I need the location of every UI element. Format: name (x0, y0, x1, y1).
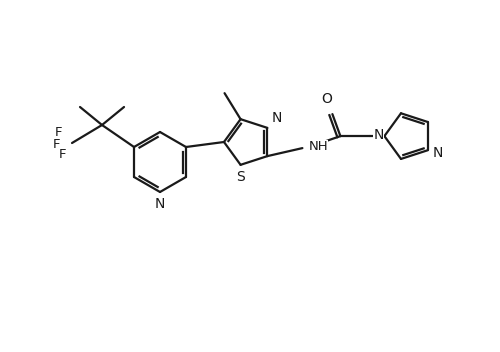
Text: N: N (374, 128, 384, 142)
Text: O: O (321, 92, 332, 106)
Text: N: N (272, 111, 282, 125)
Text: F: F (54, 126, 62, 139)
Text: N: N (155, 197, 165, 211)
Text: F: F (58, 147, 66, 161)
Text: N: N (433, 146, 443, 160)
Text: S: S (236, 170, 245, 184)
Text: F: F (52, 138, 60, 151)
Text: NH: NH (308, 140, 328, 153)
